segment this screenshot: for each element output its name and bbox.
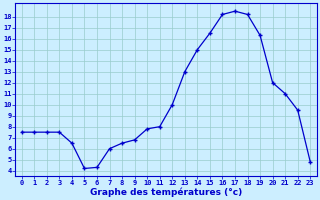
X-axis label: Graphe des températures (°c): Graphe des températures (°c) bbox=[90, 187, 242, 197]
